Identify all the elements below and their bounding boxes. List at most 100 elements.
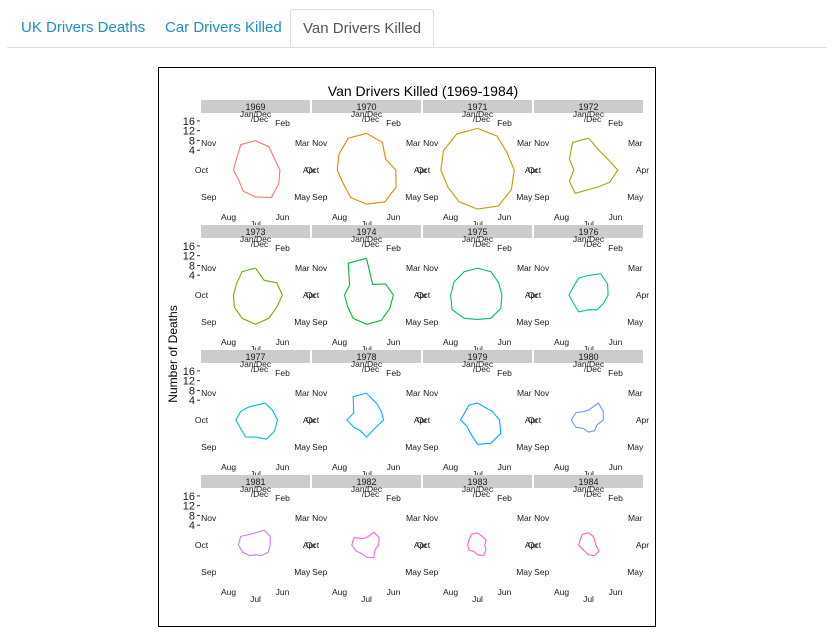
month-label: /Dec	[584, 239, 602, 249]
month-label: Apr	[525, 415, 538, 425]
facet-strip-label-1974: 1974	[356, 227, 376, 237]
month-label: Aug	[332, 212, 347, 222]
month-label: Jul	[472, 219, 483, 229]
month-label: Aug	[332, 337, 347, 347]
month-label: Jan/Dec	[240, 234, 272, 244]
month-label: Jun	[387, 337, 401, 347]
month-label: Sep	[312, 567, 327, 577]
radial-tick-label: 12	[183, 126, 195, 138]
month-label: Feb	[386, 243, 401, 253]
month-label: Mar	[628, 138, 643, 148]
month-label: Apr	[303, 540, 316, 550]
month-label: Sep	[423, 317, 438, 327]
month-label: Apr	[525, 165, 538, 175]
facet-strip-1980	[534, 350, 643, 363]
month-label: Sep	[534, 192, 549, 202]
month-label: May	[405, 567, 422, 577]
series-line-1974	[343, 257, 394, 325]
series-line-1979	[459, 402, 502, 445]
month-label: Aug	[554, 212, 569, 222]
facet-strip-1974	[312, 225, 421, 238]
month-label: Nov	[534, 138, 550, 148]
series-line-1970	[336, 132, 397, 205]
month-label: Mar	[628, 388, 643, 398]
month-label: /Dec	[362, 239, 380, 249]
month-label: Jun	[276, 587, 290, 597]
month-label: Jan/Dec	[351, 234, 383, 244]
month-label: May	[405, 317, 422, 327]
facet-strip-1983	[423, 475, 532, 488]
month-label: Aug	[332, 462, 347, 472]
month-label: Jan/Dec	[240, 484, 272, 494]
facet-strip-label-1973: 1973	[245, 227, 265, 237]
month-label: Mar	[295, 138, 310, 148]
month-label: May	[627, 317, 644, 327]
month-label: Jul	[472, 594, 483, 604]
month-label: Jun	[276, 337, 290, 347]
radial-tick-label: 4	[189, 145, 195, 157]
month-label: Nov	[312, 388, 328, 398]
month-label: Jan/Dec	[462, 359, 494, 369]
month-label: Aug	[221, 212, 236, 222]
month-label: Feb	[497, 368, 512, 378]
month-label: Nov	[534, 513, 550, 523]
tab-van-drivers-killed[interactable]: Van Drivers Killed	[290, 9, 435, 47]
month-label: Apr	[636, 415, 649, 425]
month-label: Jan/Dec	[351, 484, 383, 494]
month-label: Apr	[525, 540, 538, 550]
month-label: Aug	[443, 587, 458, 597]
month-label: Oct	[417, 165, 431, 175]
series-line-1973	[232, 267, 284, 325]
month-label: Nov	[201, 513, 217, 523]
month-label: Jan/Dec	[462, 484, 494, 494]
month-label: /Dec	[584, 364, 602, 374]
month-label: Nov	[423, 388, 439, 398]
month-label: Oct	[417, 415, 431, 425]
month-label: Jun	[498, 587, 512, 597]
month-label: Nov	[201, 138, 217, 148]
month-label: Apr	[303, 290, 316, 300]
tab-car-drivers-killed[interactable]: Car Drivers Killed	[165, 19, 282, 36]
month-label: Feb	[386, 118, 401, 128]
month-label: Jan/Dec	[573, 234, 605, 244]
month-label: /Dec	[473, 239, 491, 249]
month-label: Jun	[498, 212, 512, 222]
facet-strip-1969	[201, 100, 310, 113]
radial-tick-label: 4	[189, 395, 195, 407]
y-axis-label: Number of Deaths	[166, 305, 180, 402]
series-line-1981	[237, 529, 271, 557]
month-label: Mar	[628, 513, 643, 523]
month-label: Oct	[195, 290, 209, 300]
month-label: Apr	[636, 540, 649, 550]
facet-strip-1978	[312, 350, 421, 363]
month-label: May	[294, 192, 311, 202]
month-label: May	[627, 567, 644, 577]
month-label: /Dec	[362, 489, 380, 499]
month-label: Feb	[275, 243, 290, 253]
month-label: Sep	[423, 567, 438, 577]
series-line-1984	[578, 532, 600, 557]
month-label: Oct	[195, 165, 209, 175]
month-label: Jan/Dec	[240, 359, 272, 369]
month-label: Feb	[608, 368, 623, 378]
month-label: Mar	[406, 513, 421, 523]
month-label: Apr	[303, 415, 316, 425]
radial-tick-label: 8	[189, 260, 195, 272]
month-label: Mar	[406, 263, 421, 273]
tab-uk-drivers-deaths[interactable]: UK Drivers Deaths	[21, 19, 146, 36]
month-label: Nov	[423, 138, 439, 148]
month-label: Feb	[497, 243, 512, 253]
month-label: Oct	[306, 290, 320, 300]
month-label: Aug	[221, 337, 236, 347]
series-line-1975	[450, 267, 503, 320]
month-label: /Dec	[362, 364, 380, 374]
month-label: /Dec	[362, 114, 380, 124]
month-label: Jan/Dec	[573, 109, 605, 119]
month-label: May	[516, 317, 533, 327]
